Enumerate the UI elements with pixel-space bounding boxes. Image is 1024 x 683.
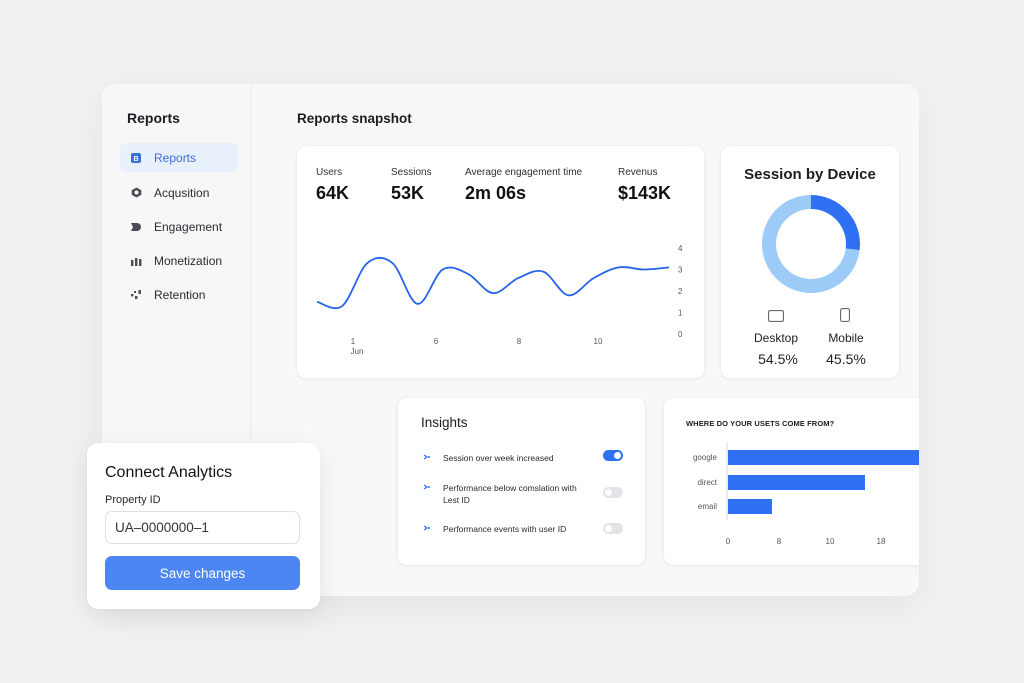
stat-value-users: 64K: [316, 183, 350, 203]
mobile-percent: 45.5%: [826, 351, 866, 367]
dashboard-window: Reports B Reports Acqusition Engagement …: [102, 84, 919, 596]
bar-category-label: direct: [697, 478, 717, 487]
monetization-icon: [130, 255, 142, 267]
insights-card: Insights Session over week increased Per…: [398, 398, 645, 565]
sidebar-item-label: Retention: [154, 287, 206, 302]
retention-icon: [130, 289, 142, 301]
stat-label-revenue: Revenus: [618, 167, 658, 178]
property-id-input[interactable]: [105, 511, 300, 544]
insight-arrow-icon: [422, 523, 432, 533]
bar-x-tick-label: 8: [777, 537, 782, 546]
bar-category-label: email: [698, 502, 717, 511]
sidebar-item-retention[interactable]: Retention: [120, 280, 238, 309]
bar-direct: [728, 475, 865, 490]
property-id-label: Property ID: [105, 494, 161, 506]
stat-label-users: Users: [316, 167, 343, 178]
stat-value-revenue: $143K: [618, 183, 672, 203]
insight-text: Performance below comslation with Lest I…: [443, 483, 577, 505]
x-tick-label: 10: [594, 337, 603, 346]
donut-slice-desktop: [811, 195, 860, 251]
insight-text: Performance events with user ID: [443, 524, 567, 534]
reports-b-icon: B: [130, 152, 142, 164]
bar-x-tick-label: 0: [726, 537, 731, 546]
sidebar-title: Reports: [127, 110, 180, 126]
bar-x-tick-label: 10: [826, 537, 835, 546]
desktop-percent: 54.5%: [758, 351, 798, 367]
connect-title: Connect Analytics: [105, 464, 233, 481]
toggle-knob: [614, 452, 621, 459]
mobile-icon: [840, 308, 850, 327]
insights-title: Insights: [421, 415, 468, 430]
insight-text: Session over week increased: [443, 453, 554, 463]
y-tick-label: 3: [678, 266, 683, 275]
sidebar-item-acquisition[interactable]: Acqusition: [120, 178, 238, 207]
stat-label-engagement: Average engagement time: [465, 167, 583, 178]
y-tick-label: 0: [678, 330, 683, 339]
device-card-title: Session by Device: [744, 166, 876, 183]
sidebar-item-reports[interactable]: B Reports: [120, 143, 238, 172]
bar-google: [728, 450, 919, 465]
sidebar-item-label: Reports: [154, 150, 197, 165]
main-content: Reports snapshot Users 64K Sessions 53K …: [252, 84, 919, 596]
acquisition-icon: [130, 187, 142, 199]
x-tick-label: 1: [351, 337, 356, 346]
x-tick-label: 8: [517, 337, 522, 346]
toggle-knob: [605, 489, 612, 496]
session-device-card: Session by Device Desktop 54.5% Mobile 4…: [721, 146, 899, 378]
insight-toggle-3[interactable]: [603, 523, 623, 534]
save-changes-button[interactable]: Save changes: [105, 556, 300, 590]
bar-x-tick-label: 18: [877, 537, 886, 546]
stat-label-sessions: Sessions: [391, 167, 432, 178]
sidebar-item-label: Acqusition: [154, 185, 210, 200]
bar-category-label: google: [693, 453, 718, 462]
desktop-icon: [768, 309, 784, 327]
x-sublabel: Jun: [351, 347, 364, 356]
bar-email: [728, 499, 772, 514]
insight-toggle-2[interactable]: [603, 487, 623, 498]
insight-arrow-icon: [422, 452, 432, 462]
bar-chart-title: WHERE DO YOUR USETS COME FROM?: [686, 419, 835, 428]
svg-text:B: B: [133, 155, 138, 162]
sidebar-item-label: Engagement: [154, 219, 223, 234]
page-title: Reports snapshot: [297, 111, 412, 126]
y-tick-label: 1: [678, 309, 683, 318]
device-donut-chart: [762, 195, 860, 293]
traffic-source-card: WHERE DO YOUR USETS COME FROM? google dir…: [664, 398, 919, 565]
desktop-label: Desktop: [753, 331, 799, 345]
sidebar-item-label: Monetization: [154, 253, 223, 268]
sidebar-item-engagement[interactable]: Engagement: [120, 212, 238, 241]
snapshot-card: Users 64K Sessions 53K Average engagemen…: [297, 146, 704, 378]
connect-analytics-panel: Connect Analytics Property ID Save chang…: [87, 443, 320, 609]
stat-value-sessions: 53K: [391, 183, 425, 203]
toggle-knob: [605, 525, 612, 532]
x-tick-label: 6: [434, 337, 439, 346]
line-series: [316, 256, 670, 310]
y-tick-label: 2: [678, 287, 683, 296]
stat-value-engagement: 2m 06s: [465, 183, 527, 203]
y-tick-label: 4: [678, 244, 683, 253]
insight-toggle-1[interactable]: [603, 450, 623, 461]
sidebar-item-monetization[interactable]: Monetization: [120, 246, 238, 275]
mobile-label: Mobile: [828, 331, 864, 345]
insight-arrow-icon: [422, 482, 432, 492]
engagement-icon: [130, 221, 142, 233]
